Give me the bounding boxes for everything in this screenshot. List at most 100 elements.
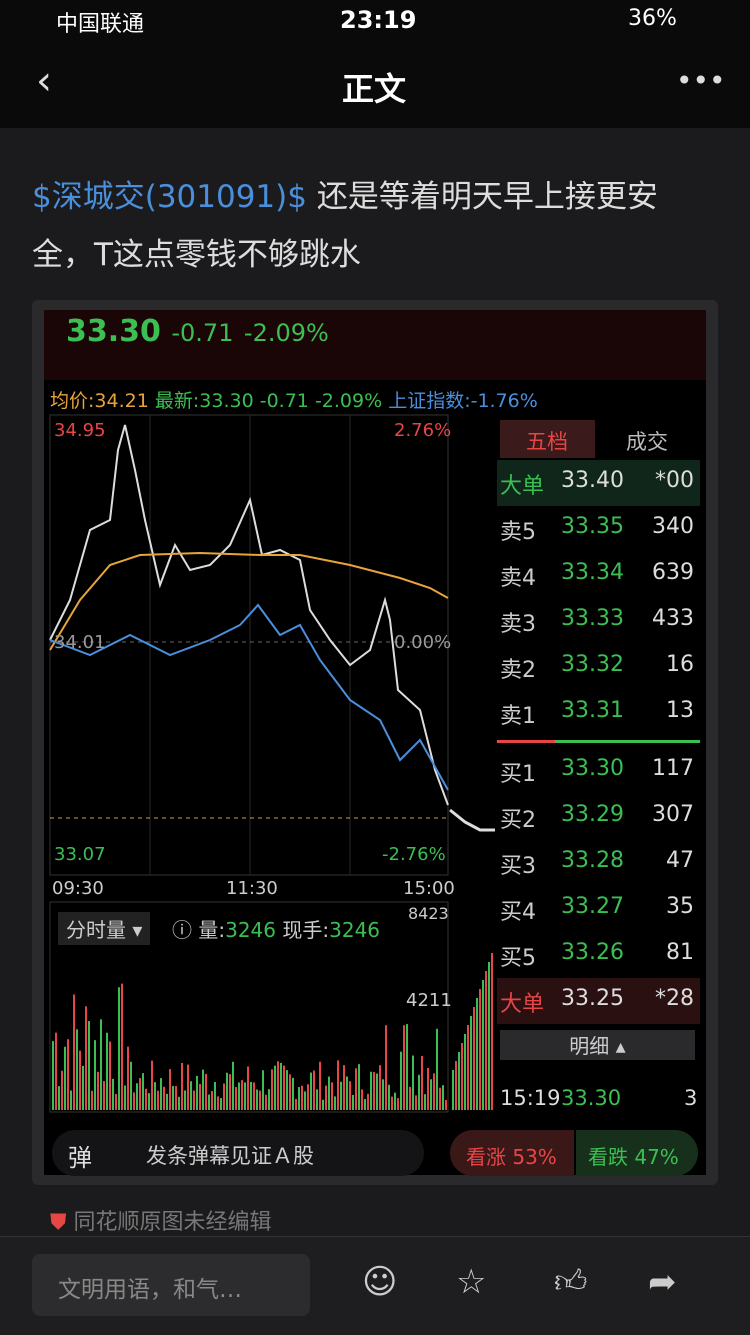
book-label: 买5 (500, 946, 536, 971)
volume-frame (49, 901, 449, 1113)
volume-bar (388, 1084, 390, 1110)
book-label: 卖5 (500, 520, 536, 545)
danmaku-input[interactable] (52, 1130, 424, 1176)
volume-bar (445, 1099, 447, 1110)
battery: 36% (628, 6, 677, 31)
volume-bar (349, 1081, 351, 1110)
tab[interactable]: 五档 (526, 430, 568, 454)
book-price: 33.27 (561, 894, 624, 919)
rise-button[interactable] (450, 1130, 574, 1176)
axis-label: 34.95 (54, 420, 106, 441)
volume-bar (421, 1056, 423, 1110)
volume-bar (337, 1060, 339, 1110)
time-label: 11:30 (226, 878, 278, 899)
stock-link[interactable]: $深城交(301091)$ (32, 179, 307, 215)
volume-bar (91, 1090, 93, 1110)
volume-bar (133, 1092, 135, 1110)
share-icon[interactable]: ➦ (648, 1262, 677, 1302)
volume-bar (175, 1085, 177, 1110)
volume-bar (367, 1093, 369, 1110)
rise: 看涨 53% (466, 1145, 557, 1169)
volume-bar (172, 1085, 174, 1110)
index: -1.76% (470, 390, 538, 412)
price-tail (449, 808, 495, 832)
clock: 23:19 (340, 6, 417, 34)
volume-bar (238, 1082, 240, 1110)
comment-icon[interactable]: ☺ (362, 1262, 398, 1302)
book-label: 卖3 (500, 612, 536, 637)
nav-title: 正文 (342, 70, 407, 108)
book-price: 33.31 (561, 698, 624, 723)
volume-selector[interactable]: 分时量 ▾ (58, 912, 151, 945)
volume-bar (202, 1069, 204, 1110)
book-price: 33.33 (561, 606, 624, 631)
fall: 看跌 47% (588, 1145, 679, 1169)
avg-line (49, 551, 449, 651)
volume-bar (310, 1072, 312, 1110)
volume-bar (268, 1089, 270, 1110)
trade-vol: 3 (684, 1086, 698, 1110)
volume-bar (55, 1032, 57, 1110)
volume-bar (67, 1039, 69, 1110)
volume-bar (328, 1076, 330, 1110)
avg: 34.21 (94, 390, 149, 412)
vol-mid: 4211 (406, 990, 452, 1011)
volume-bar (391, 1096, 393, 1110)
book-label: 买3 (500, 854, 536, 879)
volume-bar (301, 1085, 303, 1110)
volume-bar (121, 983, 123, 1110)
volume-bar (409, 1086, 411, 1110)
detail-bar[interactable]: 明细 ▴ (500, 1030, 695, 1060)
axis-label: 34.01 (54, 632, 106, 653)
book-volume: 433 (652, 606, 694, 631)
quote: 33.30 -0.71 -2.09% (66, 314, 329, 349)
selector-text: 分时量 (66, 918, 126, 942)
price-line (49, 424, 449, 806)
volume-info: ⓘ 量:3246 现手:3246 (172, 918, 381, 942)
tab[interactable]: 成交 (626, 430, 668, 454)
volume-bar (52, 1041, 54, 1110)
volume-bar (115, 1093, 117, 1110)
post-body: 还是等着明天早上接更安全，T这点零钱不够跳水 (32, 179, 658, 273)
fall-button[interactable] (576, 1130, 698, 1176)
book-label: 卖4 (500, 566, 536, 591)
volume-bar (139, 1077, 141, 1110)
volume-bar (196, 1075, 198, 1110)
like-icon[interactable]: 👍︎ (554, 1262, 588, 1300)
latest-label: 最新: (154, 390, 200, 412)
volume-bar (355, 1068, 357, 1110)
volume-bar (262, 1070, 264, 1110)
favorite-icon[interactable]: ☆ (456, 1262, 487, 1302)
book-price: 33.28 (561, 848, 624, 873)
volume-bar (118, 987, 120, 1110)
volume-bar (235, 1087, 237, 1110)
book-price: 33.25 (561, 986, 624, 1011)
book-volume: 340 (652, 514, 694, 539)
info-change: -0.71 (259, 390, 309, 412)
volume-bar (103, 1081, 105, 1110)
book-price: 33.26 (561, 940, 624, 965)
volume-bar (220, 1098, 222, 1110)
danmaku-prompt: 发条弹幕见证Ａ股 (146, 1144, 314, 1168)
volume-bar (124, 1085, 126, 1110)
comment-input[interactable] (32, 1254, 310, 1316)
volume-bar (148, 1093, 150, 1110)
vol-label: 量: (198, 918, 226, 942)
volume-bar (319, 1061, 321, 1110)
volume-bar (394, 1092, 396, 1110)
back-button[interactable]: ‹ (36, 58, 52, 104)
volume-bar (208, 1094, 210, 1110)
volume-bar (442, 1085, 444, 1110)
quote-price: 33.30 (66, 314, 161, 349)
avg-label: 均价: (50, 390, 95, 412)
book-label: 买1 (500, 762, 536, 787)
vol-max: 8423 (408, 904, 449, 923)
volume-bar (265, 1094, 267, 1110)
more-button[interactable]: ••• (676, 64, 726, 97)
volume-bar (382, 1079, 384, 1110)
quote-change: -0.71 (171, 319, 234, 347)
volume-bar (482, 980, 484, 1110)
book-label: 卖2 (500, 658, 536, 683)
volume-bar (307, 1084, 309, 1110)
